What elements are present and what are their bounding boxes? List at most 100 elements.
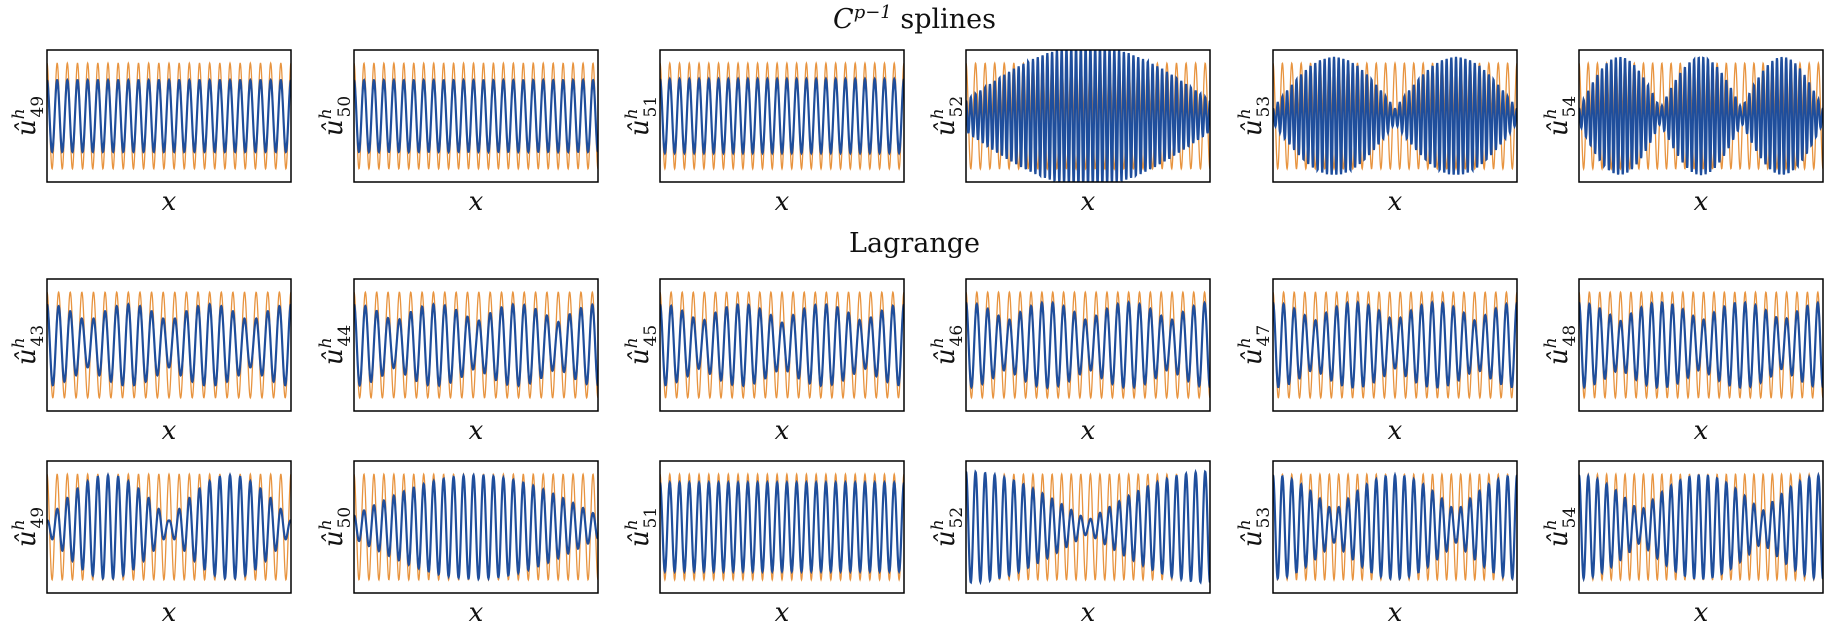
xlabel-r1-52: x bbox=[1081, 187, 1096, 217]
splines-title-base: C bbox=[833, 4, 854, 35]
ylabel-sub-r3-51: 51 bbox=[641, 507, 661, 529]
panel-r2-46: x ûh46 bbox=[928, 278, 1211, 446]
ylabel-base-r1-50: û bbox=[319, 119, 349, 136]
panel-frame-r2-44 bbox=[353, 278, 599, 412]
xlabel-r3-52: x bbox=[1081, 598, 1096, 621]
ylabel-r2-43: ûh43 bbox=[9, 325, 48, 365]
ylabel-sub-r2-44: 44 bbox=[335, 325, 355, 347]
ylabel-base-r1-54: û bbox=[1544, 119, 1574, 136]
ylabel-sup-r3-53: h bbox=[1235, 519, 1255, 530]
xlabel-r2-47: x bbox=[1388, 416, 1403, 446]
ylabel-sub-r2-47: 47 bbox=[1254, 325, 1274, 347]
panel-frame-r3-50 bbox=[353, 460, 599, 594]
panel-frame-r3-53 bbox=[1272, 460, 1518, 594]
ylabel-r3-53: ûh53 bbox=[1235, 507, 1274, 547]
panel-r2-48: x ûh48 bbox=[1541, 278, 1824, 446]
reference-curve-r2-47 bbox=[1273, 290, 1517, 400]
ylabel-sub-r2-46: 46 bbox=[947, 325, 967, 347]
panel-r3-49: x ûh49 bbox=[9, 460, 292, 621]
ylabel-base-r2-43: û bbox=[12, 348, 42, 365]
ylabel-r2-46: ûh46 bbox=[928, 325, 967, 365]
mode-curve-r1-54 bbox=[1579, 56, 1823, 176]
xlabel-r3-51: x bbox=[775, 598, 790, 621]
panel-r3-52: x ûh52 bbox=[928, 460, 1211, 621]
mode-curve-r1-49 bbox=[47, 77, 291, 154]
panel-r1-50: x ûh50 bbox=[316, 49, 599, 217]
ylabel-sub-r2-48: 48 bbox=[1560, 325, 1580, 347]
mode-curve-r2-44 bbox=[354, 302, 598, 388]
ylabel-r2-45: ûh45 bbox=[622, 325, 661, 365]
ylabel-base-r3-50: û bbox=[319, 530, 349, 547]
reference-curve-r2-45 bbox=[660, 290, 904, 400]
mode-curve-r2-46 bbox=[966, 300, 1210, 390]
xlabel-r2-46: x bbox=[1081, 416, 1096, 446]
panel-r3-53: x ûh53 bbox=[1235, 460, 1518, 621]
ylabel-sup-r2-43: h bbox=[9, 337, 29, 348]
splines-title-sup: p−1 bbox=[853, 2, 892, 23]
ylabel-base-r1-53: û bbox=[1238, 119, 1268, 136]
ylabel-r1-50: ûh50 bbox=[316, 96, 355, 136]
ylabel-sup-r2-46: h bbox=[928, 337, 948, 348]
ylabel-base-r3-53: û bbox=[1238, 530, 1268, 547]
panel-r1-52: x ûh52 bbox=[928, 49, 1211, 217]
panel-frame-r1-51 bbox=[659, 49, 905, 183]
ylabel-base-r2-46: û bbox=[931, 348, 961, 365]
ylabel-r3-52: ûh52 bbox=[928, 507, 967, 547]
ylabel-base-r1-52: û bbox=[931, 119, 961, 136]
ylabel-sup-r1-52: h bbox=[928, 108, 948, 119]
splines-title-rest: splines bbox=[891, 4, 996, 35]
panel-frame-r2-46 bbox=[965, 278, 1211, 412]
xlabel-r3-49: x bbox=[162, 598, 177, 621]
mode-curve-r2-47 bbox=[1273, 300, 1517, 389]
xlabel-r3-53: x bbox=[1388, 598, 1403, 621]
ylabel-base-r1-49: û bbox=[12, 119, 42, 136]
ylabel-r3-49: ûh49 bbox=[9, 507, 48, 547]
xlabel-r1-51: x bbox=[775, 187, 790, 217]
ylabel-r2-44: ûh44 bbox=[316, 325, 355, 365]
ylabel-sub-r1-53: 53 bbox=[1254, 96, 1274, 118]
mode-curve-r2-48 bbox=[1579, 300, 1823, 390]
ylabel-sub-r2-43: 43 bbox=[28, 325, 48, 347]
ylabel-r2-48: ûh48 bbox=[1541, 325, 1580, 365]
ylabel-sub-r3-53: 53 bbox=[1254, 507, 1274, 529]
splines-section-title: Cp−1 splines bbox=[0, 2, 1829, 35]
panel-frame-r2-43 bbox=[46, 278, 292, 412]
mode-curve-r3-53 bbox=[1273, 471, 1517, 582]
panel-r2-47: x ûh47 bbox=[1235, 278, 1518, 446]
xlabel-r2-43: x bbox=[162, 416, 177, 446]
ylabel-sup-r3-54: h bbox=[1541, 519, 1561, 530]
reference-curve-r3-49 bbox=[47, 472, 291, 582]
ylabel-r1-49: ûh49 bbox=[9, 96, 48, 136]
ylabel-sub-r1-50: 50 bbox=[335, 96, 355, 118]
panel-frame-r2-48 bbox=[1578, 278, 1824, 412]
lagrange-section-title: Lagrange bbox=[849, 228, 980, 259]
panel-frame-r3-54 bbox=[1578, 460, 1824, 594]
xlabel-r1-54: x bbox=[1694, 187, 1709, 217]
ylabel-sup-r3-50: h bbox=[316, 519, 336, 530]
ylabel-sup-r1-54: h bbox=[1541, 108, 1561, 119]
ylabel-r1-53: ûh53 bbox=[1235, 96, 1274, 136]
panel-r3-54: x ûh54 bbox=[1541, 460, 1824, 621]
ylabel-base-r3-49: û bbox=[12, 530, 42, 547]
ylabel-sup-r2-44: h bbox=[316, 337, 336, 348]
mode-curve-r3-49 bbox=[47, 472, 291, 581]
panel-r1-51: x ûh51 bbox=[622, 49, 905, 217]
reference-curve-r1-52 bbox=[966, 61, 1210, 171]
panel-frame-r1-54 bbox=[1578, 49, 1824, 183]
ylabel-sup-r2-47: h bbox=[1235, 337, 1255, 348]
ylabel-sup-r1-51: h bbox=[622, 108, 642, 119]
ylabel-sub-r3-49: 49 bbox=[28, 507, 48, 529]
panel-r2-45: x ûh45 bbox=[622, 278, 905, 446]
ylabel-base-r2-44: û bbox=[319, 348, 349, 365]
mode-curve-r3-52 bbox=[966, 468, 1210, 586]
xlabel-r2-44: x bbox=[469, 416, 484, 446]
xlabel-r1-50: x bbox=[469, 187, 484, 217]
ylabel-sup-r1-53: h bbox=[1235, 108, 1255, 119]
panel-frame-r3-51 bbox=[659, 460, 905, 594]
panel-frame-r1-49 bbox=[46, 49, 292, 183]
ylabel-r3-54: ûh54 bbox=[1541, 507, 1580, 547]
panel-r1-54: x ûh54 bbox=[1541, 49, 1824, 217]
xlabel-r2-48: x bbox=[1694, 416, 1709, 446]
ylabel-sup-r1-49: h bbox=[9, 108, 29, 119]
panel-r1-53: x ûh53 bbox=[1235, 49, 1518, 217]
